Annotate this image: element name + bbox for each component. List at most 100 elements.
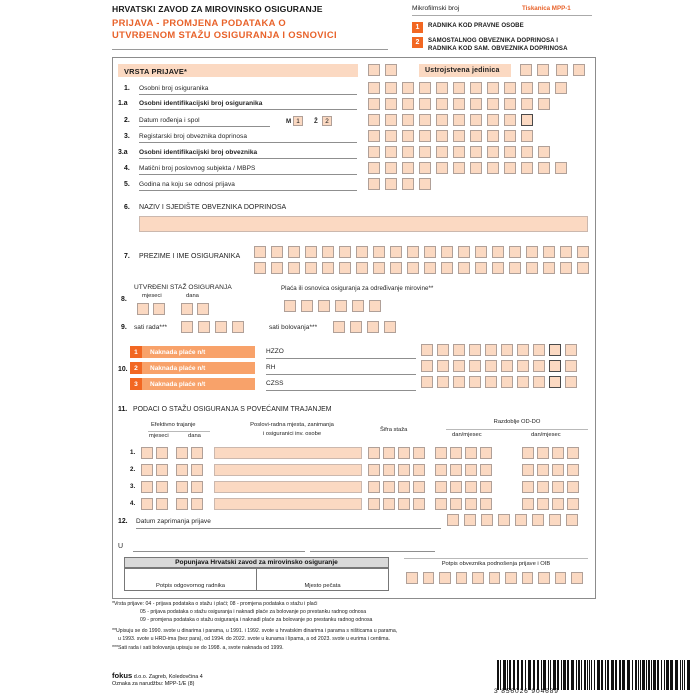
row-11-code-2-1[interactable] [368,464,380,476]
row-11-code-1-3[interactable] [398,447,410,459]
row-3-box-2[interactable] [385,130,397,142]
row-3a-box-6[interactable] [453,146,465,158]
row-11-from-3-2[interactable] [450,481,462,493]
row-11-code-4-1[interactable] [368,498,380,510]
name-line1-box-1[interactable] [254,246,266,258]
row-6-input[interactable] [139,216,588,232]
name-line1-box-11[interactable] [424,246,436,258]
row-10-amount-3-box-8[interactable] [533,376,545,388]
row-11-code-4-2[interactable] [383,498,395,510]
row-10-amount-2-box-8[interactable] [533,360,545,372]
row-11-code-2-2[interactable] [383,464,395,476]
row-12-date-box-1[interactable] [447,514,459,526]
row-11-to-1-4[interactable] [567,447,579,459]
row-11-from-3-1[interactable] [435,481,447,493]
row-10-amount-3-box-2[interactable] [437,376,449,388]
row-1a-box-5[interactable] [436,98,448,110]
row-2-box-9[interactable] [504,114,516,126]
sex-male-box[interactable]: 1 [293,116,303,126]
row-10-amount-2-box-10[interactable] [565,360,577,372]
row-11-code-1-2[interactable] [383,447,395,459]
row-3a-box-8[interactable] [487,146,499,158]
row-9-hours-box-2[interactable] [198,321,210,333]
row-11-from-3-3[interactable] [465,481,477,493]
oib-box-5[interactable] [472,572,484,584]
row-11-from-1-2[interactable] [450,447,462,459]
row-11-to-4-2[interactable] [537,498,549,510]
row-11-months-4-1[interactable] [141,498,153,510]
name-line2-box-18[interactable] [543,262,555,274]
row-1a-box-7[interactable] [470,98,482,110]
ustrojstvena-box-4[interactable] [573,64,585,76]
row-11-days-1-1[interactable] [176,447,188,459]
row-11-to-4-1[interactable] [522,498,534,510]
row-1-box-10[interactable] [521,82,533,94]
name-line1-box-18[interactable] [543,246,555,258]
row-12-date-box-4[interactable] [498,514,510,526]
name-line1-box-5[interactable] [322,246,334,258]
row-3-box-6[interactable] [453,130,465,142]
row-4-box-5[interactable] [436,162,448,174]
row-11-from-1-1[interactable] [435,447,447,459]
row-11-to-3-2[interactable] [537,481,549,493]
oib-box-10[interactable] [554,572,566,584]
row-10-amount-1-box-10[interactable] [565,344,577,356]
oib-box-8[interactable] [521,572,533,584]
row-10-amount-1-box-1[interactable] [421,344,433,356]
row-10-amount-3-box-10[interactable] [565,376,577,388]
row-1a-box-11[interactable] [538,98,550,110]
row-11-from-1-3[interactable] [465,447,477,459]
row-10-amount-2-box-9[interactable] [549,360,561,372]
name-line2-box-10[interactable] [407,262,419,274]
row-2-box-2[interactable] [385,114,397,126]
row-5-box-4[interactable] [419,178,431,190]
name-line1-box-3[interactable] [288,246,300,258]
row-11-from-3-4[interactable] [480,481,492,493]
oib-box-4[interactable] [455,572,467,584]
oib-box-9[interactable] [538,572,550,584]
name-line2-box-9[interactable] [390,262,402,274]
row-1-box-1[interactable] [368,82,380,94]
row-5-box-2[interactable] [385,178,397,190]
row-11-from-4-1[interactable] [435,498,447,510]
name-line1-box-4[interactable] [305,246,317,258]
row-12-date-box-8[interactable] [566,514,578,526]
oib-box-2[interactable] [422,572,434,584]
row-3a-box-9[interactable] [504,146,516,158]
row-3-box-8[interactable] [487,130,499,142]
name-line1-box-8[interactable] [373,246,385,258]
row-1-box-8[interactable] [487,82,499,94]
row-11-to-3-4[interactable] [567,481,579,493]
row-10-amount-1-box-7[interactable] [517,344,529,356]
row-9-sick-box-2[interactable] [350,321,362,333]
ustrojstvena-box-1[interactable] [520,64,532,76]
row-3-box-3[interactable] [402,130,414,142]
row-1-box-7[interactable] [470,82,482,94]
name-line1-box-7[interactable] [356,246,368,258]
row-12-date-box-2[interactable] [464,514,476,526]
row-10-amount-1-box-2[interactable] [437,344,449,356]
row-10-amount-3-box-7[interactable] [517,376,529,388]
row-2-box-1[interactable] [368,114,380,126]
name-line2-box-8[interactable] [373,262,385,274]
row-12-date-box-3[interactable] [481,514,493,526]
name-line1-box-2[interactable] [271,246,283,258]
row-11-days-2-2[interactable] [191,464,203,476]
oib-box-3[interactable] [439,572,451,584]
row-11-job-input-1[interactable] [214,447,362,459]
row-11-code-4-3[interactable] [398,498,410,510]
row-1-box-3[interactable] [402,82,414,94]
row-1-box-2[interactable] [385,82,397,94]
row-11-from-4-3[interactable] [465,498,477,510]
row-3-box-10[interactable] [521,130,533,142]
row-8-salary-box-4[interactable] [335,300,347,312]
row-11-code-3-4[interactable] [413,481,425,493]
row-3a-box-3[interactable] [402,146,414,158]
row-1a-box-1[interactable] [368,98,380,110]
name-line1-box-10[interactable] [407,246,419,258]
row-11-to-1-3[interactable] [552,447,564,459]
oib-box-11[interactable] [571,572,583,584]
name-line2-box-14[interactable] [475,262,487,274]
name-line2-box-4[interactable] [305,262,317,274]
row-3a-box-2[interactable] [385,146,397,158]
